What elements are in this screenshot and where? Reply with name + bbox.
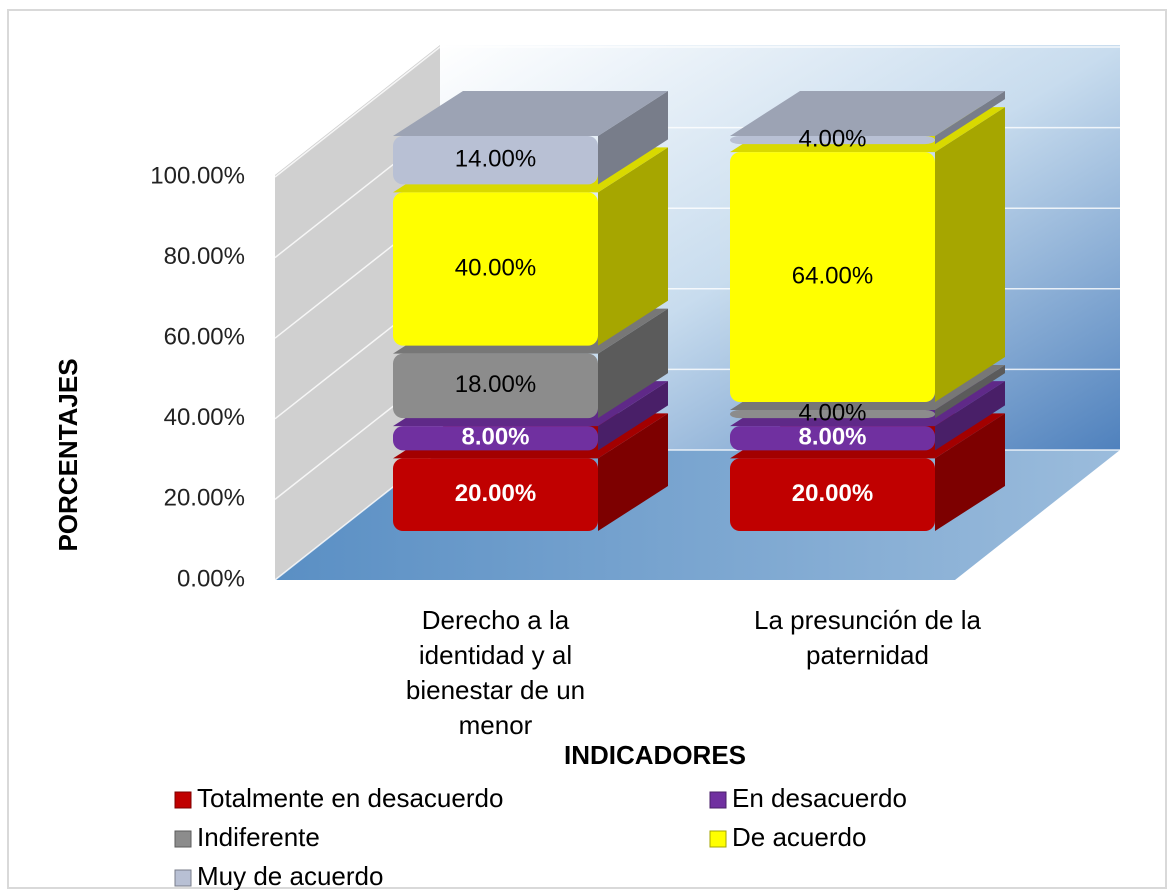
legend-swatch bbox=[709, 791, 727, 809]
y-tick-label: 20.00% bbox=[164, 485, 245, 512]
grid-line bbox=[274, 46, 1120, 178]
bar-side bbox=[598, 413, 668, 531]
x-tick-label: La presunción de la paternidad bbox=[754, 605, 981, 670]
bar-front bbox=[730, 410, 935, 419]
x-tick-label: Derecho a la identidad y al bienestar de… bbox=[405, 605, 586, 740]
x-axis-title: INDICADORES bbox=[564, 740, 746, 770]
bar-front bbox=[393, 192, 598, 346]
y-tick-label: 40.00% bbox=[164, 404, 245, 431]
data-label: 40.00% bbox=[455, 254, 536, 281]
data-label: 4.00% bbox=[798, 125, 866, 152]
data-label: 4.00% bbox=[798, 399, 866, 426]
legend-label: Totalmente en desacuerdo bbox=[197, 783, 503, 813]
data-label: 18.00% bbox=[455, 371, 536, 398]
legend-label: De acuerdo bbox=[732, 822, 866, 852]
bar-front bbox=[393, 136, 598, 185]
bar-side bbox=[935, 365, 1005, 419]
bars: 20.00% 8.00% 18.00% 40.00% 14.00% 20.00% 8.00%… bbox=[393, 91, 1005, 531]
y-tick-label: 80.00% bbox=[164, 243, 245, 270]
legend-label: En desacuerdo bbox=[732, 783, 907, 813]
bar-front bbox=[393, 426, 598, 451]
data-label: 20.00% bbox=[455, 480, 536, 507]
bar-front bbox=[393, 458, 598, 531]
data-label: 14.00% bbox=[455, 146, 536, 173]
data-label: 20.00% bbox=[792, 480, 873, 507]
bar-segment bbox=[730, 91, 1005, 145]
y-tick-label: 0.00% bbox=[177, 565, 245, 592]
bar-side bbox=[598, 381, 668, 451]
bar-side bbox=[598, 308, 668, 419]
bar-front bbox=[730, 426, 935, 451]
bar-side bbox=[935, 381, 1005, 451]
legend-label: Indiferente bbox=[197, 822, 320, 852]
y-tick-label: 60.00% bbox=[164, 324, 245, 351]
legend-swatch bbox=[174, 791, 192, 809]
bar-side bbox=[598, 91, 668, 185]
bar-top bbox=[393, 91, 668, 136]
bar-side bbox=[935, 107, 1005, 403]
bar-top bbox=[730, 91, 1005, 136]
bar-front bbox=[393, 353, 598, 419]
y-tick-label: 100.00% bbox=[150, 162, 245, 189]
data-label: 8.00% bbox=[798, 424, 866, 451]
legend: Totalmente en desacuerdo En desacuerdo Ind… bbox=[174, 783, 907, 890]
data-label: 8.00% bbox=[461, 424, 529, 451]
bar-segment bbox=[730, 107, 1005, 403]
bar-front bbox=[730, 152, 935, 403]
bar-segment bbox=[393, 91, 668, 185]
legend-swatch bbox=[174, 869, 192, 887]
bar-side bbox=[935, 413, 1005, 531]
legend-swatch bbox=[174, 830, 192, 848]
bar-side bbox=[935, 91, 1005, 145]
legend-swatch bbox=[709, 830, 727, 848]
data-label: 64.00% bbox=[792, 262, 873, 289]
bar-side bbox=[598, 147, 668, 346]
bar-front bbox=[730, 136, 935, 145]
y-axis-title: PORCENTAJES bbox=[53, 358, 83, 551]
bar-front bbox=[730, 458, 935, 531]
legend-label: Muy de acuerdo bbox=[197, 861, 383, 890]
